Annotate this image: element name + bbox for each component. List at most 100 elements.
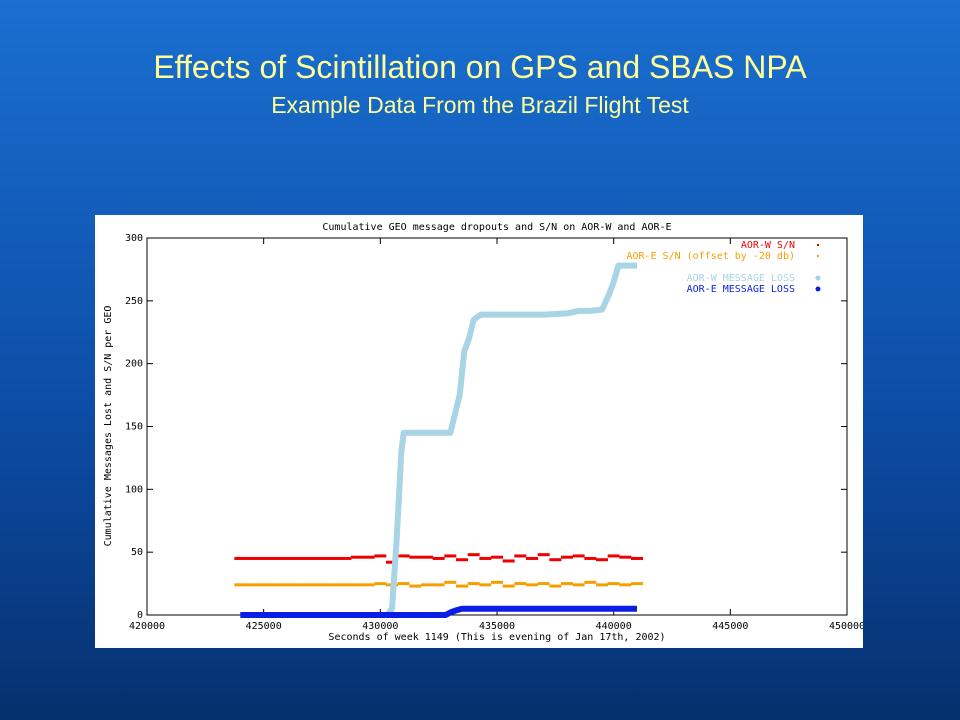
series-line [240,605,637,618]
data-point [327,583,340,587]
data-point [351,583,363,587]
data-point [409,584,422,588]
legend-marker [817,244,819,246]
data-point [561,555,573,559]
data-point [234,556,247,560]
data-point [374,554,387,558]
y-tick-label: 50 [131,547,143,558]
series-line [384,262,637,617]
data-point [304,556,317,560]
data-point [374,582,387,586]
y-tick-label: 150 [125,422,143,433]
data-point [246,583,258,587]
data-point [316,556,328,560]
chart-background [95,215,863,648]
x-tick-label: 445000 [712,621,748,632]
slide-title: Effects of Scintillation on GPS and SBAS… [153,49,807,85]
data-point [351,555,363,559]
data-point [281,583,293,587]
y-tick-label: 100 [125,484,143,495]
x-tick-label: 450000 [829,621,865,632]
data-point [327,556,340,560]
y-tick-label: 0 [137,610,143,621]
data-point [269,556,282,560]
data-point [537,553,550,557]
data-point [491,555,503,559]
data-point [584,580,597,584]
data-point [246,556,258,560]
legend-label: AOR-W MESSAGE LOSS [687,273,795,284]
data-point [596,583,608,587]
data-point [526,556,538,560]
data-point [467,582,480,586]
data-point [596,558,608,562]
data-point [479,556,492,560]
legend-marker [817,255,819,257]
data-point [304,583,317,587]
data-point [619,583,632,587]
data-point [549,584,562,588]
data-point [432,556,445,560]
data-point [491,580,503,584]
x-tick-label: 420000 [129,621,165,632]
data-point [421,583,433,587]
chart: Cumulative GEO message dropouts and S/N … [95,215,865,648]
data-point [397,582,410,586]
data-point [292,556,305,560]
data-point [537,582,550,586]
y-tick-label: 200 [125,359,143,370]
data-point [514,582,527,586]
data-point [607,582,620,586]
data-point [269,583,282,587]
data-point [257,556,270,560]
x-tick-label: 440000 [596,621,632,632]
data-point [444,554,457,558]
data-point [362,583,375,587]
x-tick-label: 425000 [246,621,282,632]
data-point [502,559,515,563]
data-point [502,584,515,588]
legend-label: AOR-W S/N [741,240,795,251]
data-point [456,558,468,562]
data-point [444,580,457,584]
data-point [362,555,375,559]
data-point [619,555,632,559]
data-point [572,554,585,558]
x-axis-label: Seconds of week 1149 (This is evening of… [328,632,665,643]
data-point [631,582,643,586]
legend-marker [815,275,821,281]
data-point [561,582,573,586]
data-point [386,560,398,564]
data-point [514,554,527,558]
x-tick-label: 430000 [362,621,398,632]
slide-subtitle: Example Data From the Brazil Flight Test [271,92,689,118]
data-point [467,553,480,557]
data-point [584,556,597,560]
data-point [409,555,422,559]
chart-title: Cumulative GEO message dropouts and S/N … [322,222,671,233]
legend-marker [815,286,821,292]
legend-label: AOR-E MESSAGE LOSS [687,284,795,295]
data-point [572,583,585,587]
data-point [257,583,270,587]
data-point [292,583,305,587]
data-point [456,584,468,588]
data-point [607,554,620,558]
x-tick-label: 435000 [479,621,515,632]
legend-label: AOR-E S/N (offset by -20 db) [626,251,795,262]
data-point [234,583,247,587]
data-point [421,555,433,559]
data-point [316,583,328,587]
data-point [432,583,445,587]
data-point [526,583,538,587]
data-point [339,583,352,587]
data-point [339,556,352,560]
data-point [549,558,562,562]
chart-body: Cumulative GEO message dropouts and S/N … [95,215,865,648]
data-point [631,556,643,560]
y-axis-label: Cumulative Messages Lost and S/N per GEO [103,306,114,547]
y-tick-label: 250 [125,296,143,307]
data-point [479,583,492,587]
